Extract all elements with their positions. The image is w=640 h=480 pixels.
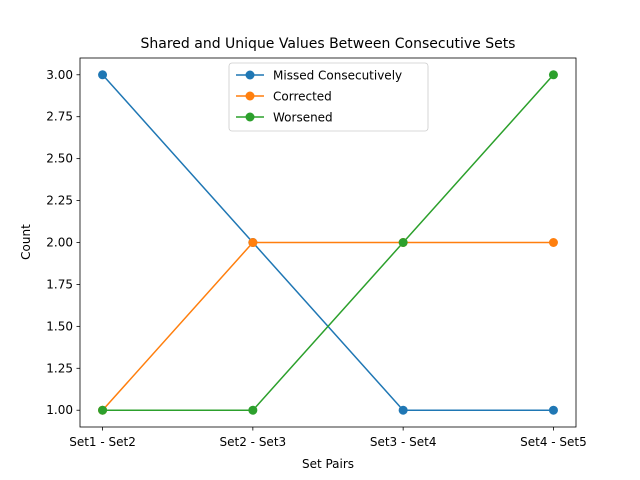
x-axis-label: Set Pairs [302, 457, 354, 471]
data-point-s3-1 [98, 405, 108, 415]
legend-box [228, 62, 429, 132]
x-tick-label: Set3 - Set4 [370, 435, 437, 449]
data-point-s1-1 [98, 70, 108, 80]
data-point-s2-4 [548, 238, 558, 247]
x-tick-label: Set4 - Set5 [520, 435, 587, 449]
y-tick-label: 1.00 [46, 403, 73, 417]
y-tick-label: 2.00 [46, 236, 73, 250]
data-point-s3-4 [548, 70, 558, 80]
data-point-s1-4 [548, 405, 558, 415]
y-tick-label: 2.50 [46, 152, 73, 166]
y-tick-label: 1.50 [46, 319, 73, 333]
y-tick-label: 1.75 [46, 277, 73, 291]
legend-marker-3 [245, 112, 255, 122]
legend-marker-2 [245, 91, 255, 101]
y-tick-label: 3.00 [46, 68, 73, 82]
y-axis-label: Count [19, 224, 33, 260]
y-tick-label: 2.25 [46, 194, 73, 208]
data-point-s2-2 [248, 238, 258, 247]
legend: Missed Consecutively Corrected Worsened [228, 62, 429, 132]
y-tick-label: 2.75 [46, 110, 73, 124]
series-line-2 [101, 241, 554, 411]
legend-label-1: Missed Consecutively [273, 69, 402, 83]
series-line-3 [102, 74, 555, 411]
legend-label-3: Worsened [273, 111, 333, 125]
data-point-s3-2 [248, 405, 258, 415]
data-point-s3-3 [398, 238, 408, 247]
chart-title: Shared and Unique Values Between Consecu… [141, 36, 516, 52]
x-tick-label: Set2 - Set3 [220, 435, 287, 449]
legend-marker-1 [245, 70, 255, 80]
y-tick-label: 1.25 [46, 361, 73, 375]
data-point-s1-3 [398, 405, 408, 415]
plot-area: 1.00 1.25 1.50 1.75 2.00 2.25 2.50 2.75 3.00 Set1… [46, 57, 587, 449]
x-tick-label: Set1 - Set2 [69, 435, 136, 449]
legend-label-2: Corrected [273, 90, 332, 104]
